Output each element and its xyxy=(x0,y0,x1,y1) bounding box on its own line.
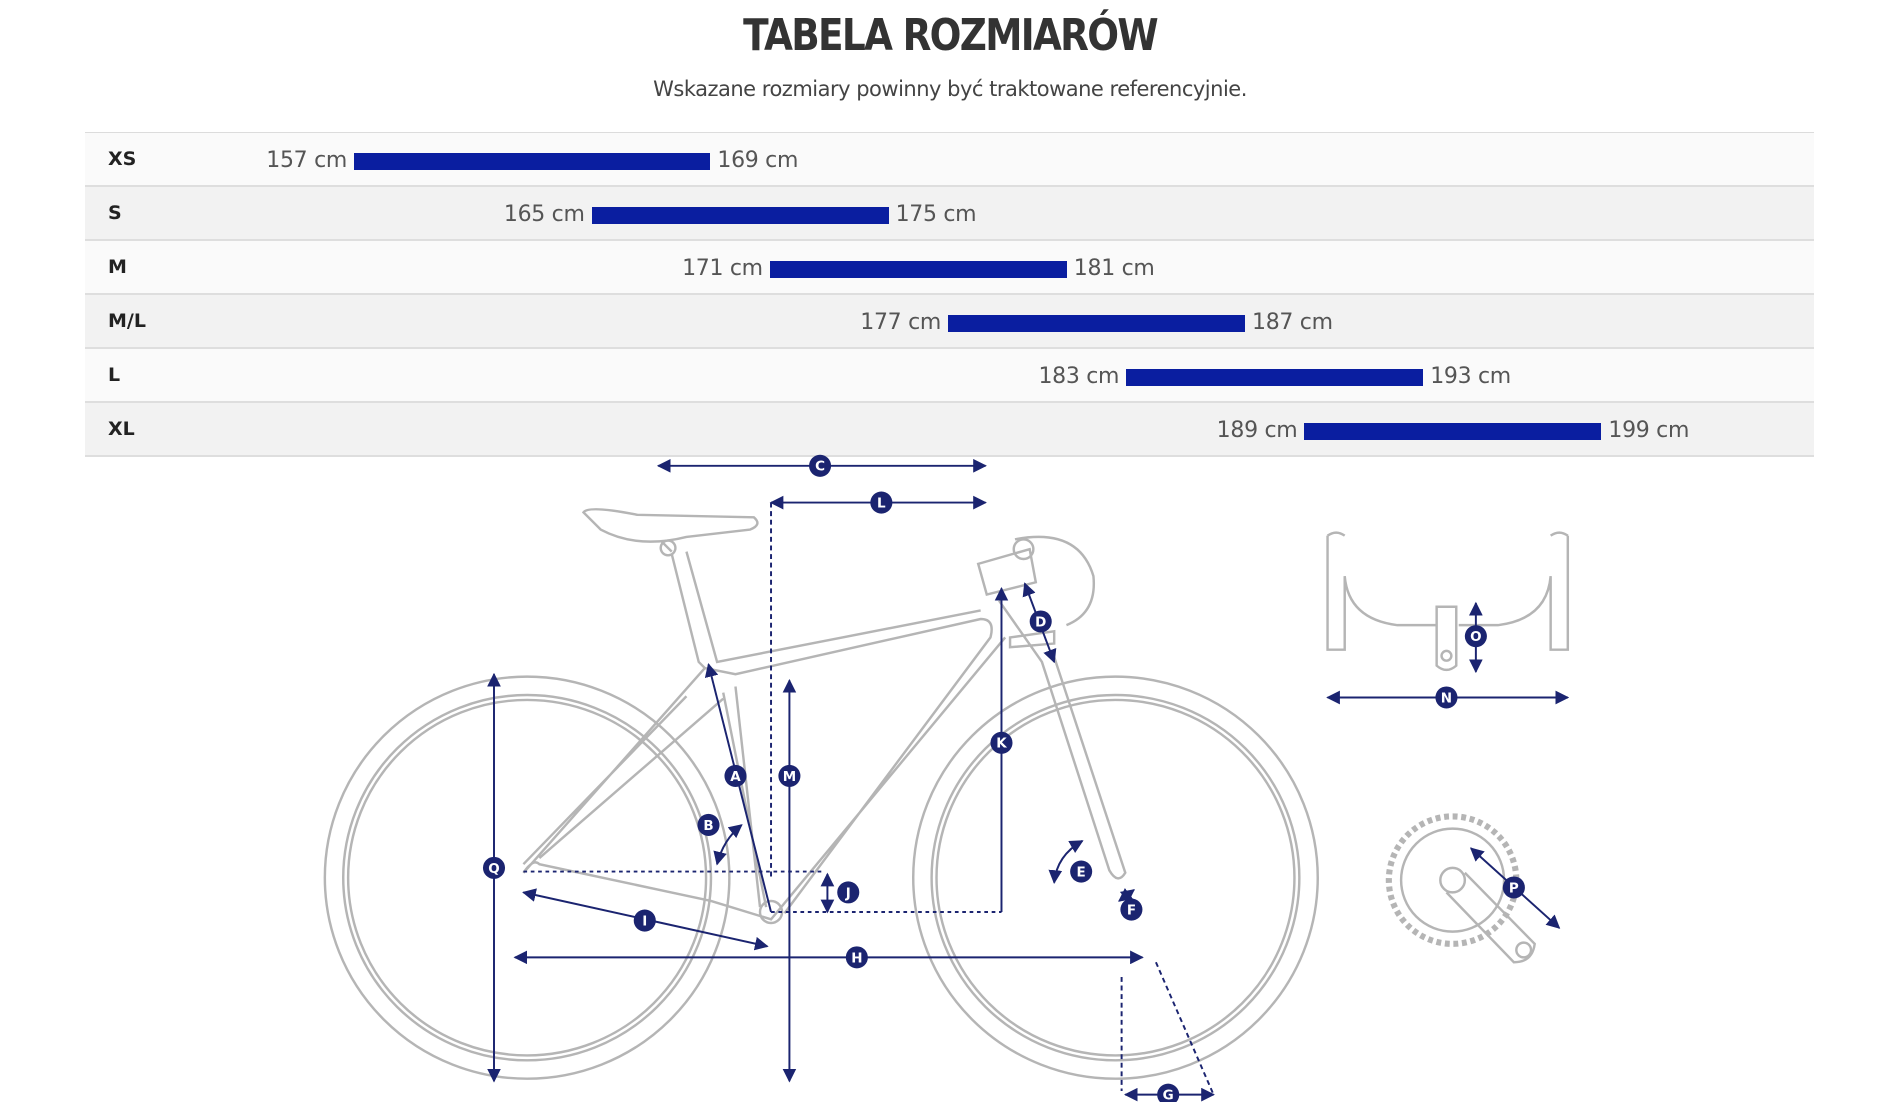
dimension-label-k: K xyxy=(990,731,1013,754)
dimension-label-h: H xyxy=(845,946,868,969)
dimension-label-b: B xyxy=(697,813,720,836)
fork xyxy=(998,599,1127,880)
dimension-label-o: O xyxy=(1464,625,1487,648)
svg-text:C: C xyxy=(815,459,825,475)
size-row: S 165 cm 175 cm xyxy=(85,187,1814,241)
rear-wheel xyxy=(323,675,731,1080)
dimension-label-m: M xyxy=(778,764,801,787)
max-height-label: 169 cm xyxy=(717,148,799,173)
front-wheel xyxy=(912,675,1319,1080)
min-height-label: 171 cm xyxy=(682,256,763,281)
dimension-label-n: N xyxy=(1435,686,1458,709)
height-range-bar xyxy=(1126,369,1424,386)
size-label: S xyxy=(108,202,122,224)
saddle xyxy=(581,508,759,553)
max-height-label: 181 cm xyxy=(1073,256,1155,281)
dimension-label-p: P xyxy=(1502,876,1525,899)
size-row: L 183 cm 193 cm xyxy=(85,349,1814,403)
height-range-bar xyxy=(1304,423,1602,440)
svg-text:D: D xyxy=(1035,614,1046,630)
size-label: XS xyxy=(108,148,137,170)
dimension-label-a: A xyxy=(724,764,747,787)
size-row: M/L 177 cm 187 cm xyxy=(85,295,1814,349)
svg-text:G: G xyxy=(1163,1088,1174,1102)
min-height-label: 157 cm xyxy=(266,148,347,173)
size-label: M/L xyxy=(108,310,146,332)
min-height-label: 183 cm xyxy=(1038,364,1120,389)
bike-drawing xyxy=(323,508,1570,1080)
size-label: M xyxy=(108,256,127,278)
min-height-label: 189 cm xyxy=(1216,418,1298,443)
size-row: M 171 cm 181 cm xyxy=(85,241,1814,295)
size-label: L xyxy=(108,364,121,386)
svg-text:F: F xyxy=(1127,902,1136,918)
min-height-label: 165 cm xyxy=(503,202,585,227)
svg-text:P: P xyxy=(1509,880,1519,896)
size-label: XL xyxy=(108,418,135,440)
dimension-label-d: D xyxy=(1029,610,1052,633)
dimension-label-i: I xyxy=(633,909,656,932)
svg-text:A: A xyxy=(730,769,741,785)
svg-text:L: L xyxy=(877,495,886,511)
svg-text:B: B xyxy=(703,818,713,834)
svg-text:H: H xyxy=(851,950,862,966)
size-row: XS 157 cm 169 cm xyxy=(85,133,1814,187)
svg-text:I: I xyxy=(642,913,647,929)
handlebar-top-view xyxy=(1326,531,1570,672)
height-range-bar xyxy=(769,261,1067,278)
svg-text:M: M xyxy=(783,769,796,785)
min-height-label: 177 cm xyxy=(860,310,941,335)
max-height-label: 199 cm xyxy=(1608,418,1690,443)
frame xyxy=(522,551,1007,921)
height-range-bar xyxy=(948,315,1245,332)
height-range-bar xyxy=(591,207,889,224)
page-title: TABELA ROZMIARÓW xyxy=(743,10,1159,61)
max-height-label: 193 cm xyxy=(1430,364,1511,389)
dimension-label-c: C xyxy=(809,454,832,477)
dimension-labels: A B C D E F G H I J K L M N O P Q xyxy=(482,454,1525,1102)
chainring xyxy=(1385,813,1520,947)
svg-text:J: J xyxy=(845,885,851,901)
max-height-label: 175 cm xyxy=(895,202,977,227)
svg-text:O: O xyxy=(1470,629,1481,645)
size-table: XS 157 cm 169 cm S 165 cm 175 cm M 171 cm 181 cm… xyxy=(85,132,1814,457)
dimension-label-q: Q xyxy=(482,856,506,879)
page-subtitle: Wskazane rozmiary powinny być traktowane… xyxy=(653,77,1247,101)
svg-text:Q: Q xyxy=(488,861,499,877)
size-row: XL 189 cm 199 cm xyxy=(85,403,1814,457)
height-range-bar xyxy=(354,153,711,170)
dimension-label-e: E xyxy=(1070,860,1093,883)
dimension-label-j: J xyxy=(837,881,860,904)
dimension-label-f: F xyxy=(1120,898,1143,921)
max-height-label: 187 cm xyxy=(1252,310,1333,335)
svg-text:N: N xyxy=(1441,690,1452,706)
svg-text:E: E xyxy=(1077,864,1086,880)
dimension-label-g: G xyxy=(1157,1083,1180,1102)
crank-arm xyxy=(1445,871,1537,964)
svg-text:K: K xyxy=(996,736,1007,752)
dimension-label-l: L xyxy=(870,491,893,514)
